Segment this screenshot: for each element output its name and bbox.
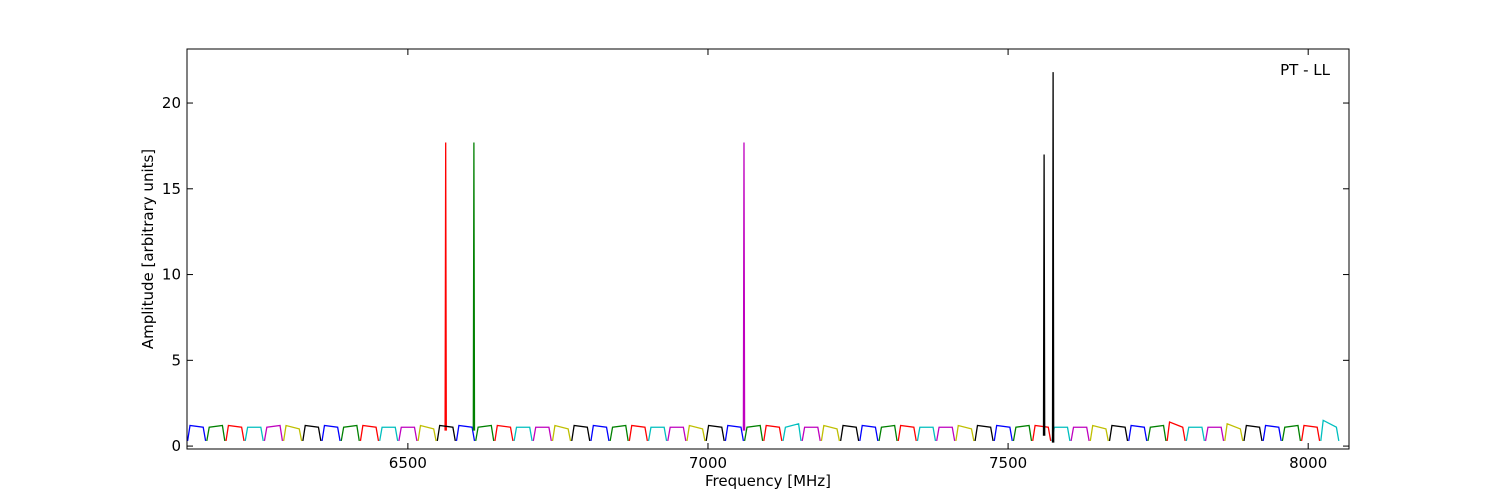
x-axis-label: Frequency [MHz] [705, 472, 831, 490]
x-tick-label: 7500 [989, 454, 1027, 472]
series-line [186, 424, 1282, 442]
series-line [263, 142, 1225, 442]
plot-area [187, 49, 1349, 449]
series-line [302, 72, 1263, 443]
x-tick-label: 8000 [1289, 454, 1327, 472]
series-line [244, 419, 1340, 442]
y-axis-label: Amplitude [arbitrary units] [139, 149, 157, 349]
plot-frame [186, 48, 1350, 450]
y-tick-label: 5 [171, 351, 181, 369]
series-line [225, 142, 1321, 442]
y-tick-label: 0 [171, 437, 181, 455]
x-tick-label: 6500 [389, 454, 427, 472]
annotation: PT - LL [1280, 61, 1331, 79]
y-tick-label: 15 [162, 180, 181, 198]
y-tick-label: 20 [162, 94, 181, 112]
series-line [206, 142, 1302, 442]
y-tick-label: 10 [162, 266, 181, 284]
x-tick-label: 7000 [689, 454, 727, 472]
series-line [282, 422, 1244, 442]
